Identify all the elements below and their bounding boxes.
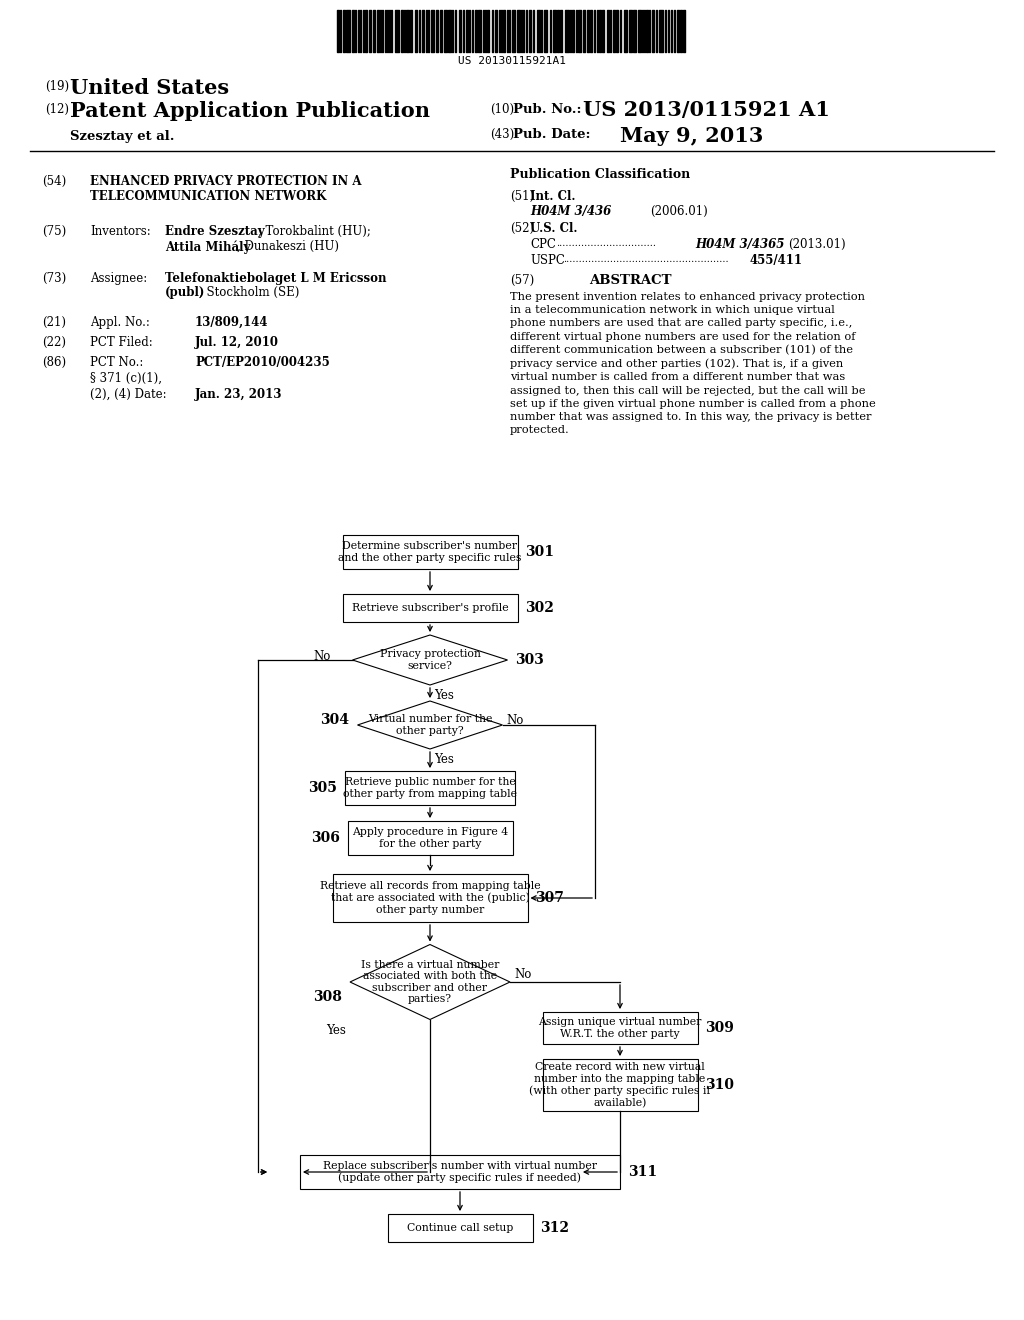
- Text: Assignee:: Assignee:: [90, 272, 147, 285]
- Text: (57): (57): [510, 275, 535, 286]
- Text: (2013.01): (2013.01): [788, 238, 846, 251]
- Text: US 20130115921A1: US 20130115921A1: [458, 55, 566, 66]
- Text: (2006.01): (2006.01): [650, 205, 708, 218]
- Text: (43): (43): [490, 128, 514, 141]
- Text: TELECOMMUNICATION NETWORK: TELECOMMUNICATION NETWORK: [90, 190, 327, 203]
- Text: Int. Cl.: Int. Cl.: [530, 190, 575, 203]
- Text: (54): (54): [42, 176, 67, 187]
- Text: Privacy protection
service?: Privacy protection service?: [380, 649, 480, 671]
- Text: No: No: [507, 714, 524, 727]
- Text: 301: 301: [525, 545, 555, 558]
- Text: ABSTRACT: ABSTRACT: [589, 275, 672, 286]
- Bar: [300, 1155, 620, 1189]
- Text: Retrieve subscriber's profile: Retrieve subscriber's profile: [351, 603, 508, 612]
- Text: PCT No.:: PCT No.:: [90, 356, 143, 370]
- Text: Jan. 23, 2013: Jan. 23, 2013: [195, 388, 283, 401]
- Text: 304: 304: [321, 713, 349, 727]
- Text: Determine subscriber's number
and the other party specific rules: Determine subscriber's number and the ot…: [338, 541, 521, 562]
- Text: Jul. 12, 2010: Jul. 12, 2010: [195, 337, 279, 348]
- Text: 306: 306: [310, 832, 340, 845]
- Text: H04M 3/436: H04M 3/436: [530, 205, 611, 218]
- Text: (51): (51): [510, 190, 535, 203]
- Bar: [543, 1012, 697, 1044]
- Text: Continue call setup: Continue call setup: [407, 1224, 513, 1233]
- Text: May 9, 2013: May 9, 2013: [620, 125, 763, 147]
- Text: PCT Filed:: PCT Filed:: [90, 337, 153, 348]
- Text: ENHANCED PRIVACY PROTECTION IN A: ENHANCED PRIVACY PROTECTION IN A: [90, 176, 361, 187]
- Text: .....................................................: ........................................…: [563, 255, 729, 264]
- Text: , Stockholm (SE): , Stockholm (SE): [199, 286, 299, 300]
- Text: Endre Szesztay: Endre Szesztay: [165, 224, 264, 238]
- Text: (22): (22): [42, 337, 66, 348]
- Text: Attila Mihály: Attila Mihály: [165, 240, 251, 253]
- Bar: [543, 1059, 697, 1111]
- Text: Virtual number for the
other party?: Virtual number for the other party?: [368, 714, 493, 735]
- Text: ................................: ................................: [556, 239, 656, 248]
- Bar: [342, 594, 517, 622]
- Text: (19): (19): [45, 81, 70, 92]
- Text: 310: 310: [706, 1078, 734, 1092]
- Text: Is there a virtual number
associated with both the
subscriber and other
parties?: Is there a virtual number associated wit…: [360, 960, 499, 1005]
- Text: (21): (21): [42, 315, 66, 329]
- Text: H04M 3/4365: H04M 3/4365: [695, 238, 784, 251]
- Text: (2), (4) Date:: (2), (4) Date:: [90, 388, 167, 401]
- Text: Appl. No.:: Appl. No.:: [90, 315, 150, 329]
- Text: , Dunakeszi (HU): , Dunakeszi (HU): [237, 240, 339, 253]
- Text: (73): (73): [42, 272, 67, 285]
- Text: § 371 (c)(1),: § 371 (c)(1),: [90, 372, 162, 385]
- Text: (12): (12): [45, 103, 69, 116]
- Text: Retrieve public number for the
other party from mapping table: Retrieve public number for the other par…: [343, 777, 517, 799]
- Text: Telefonaktiebolaget L M Ericsson: Telefonaktiebolaget L M Ericsson: [165, 272, 386, 285]
- Text: United States: United States: [70, 78, 229, 98]
- Text: 303: 303: [515, 653, 545, 667]
- Bar: [347, 821, 512, 855]
- Text: Inventors:: Inventors:: [90, 224, 151, 238]
- Text: The present invention relates to enhanced privacy protection
in a telecommunicat: The present invention relates to enhance…: [510, 292, 876, 436]
- Text: No: No: [313, 651, 331, 664]
- Polygon shape: [350, 945, 510, 1019]
- Text: PCT/EP2010/004235: PCT/EP2010/004235: [195, 356, 330, 370]
- Text: Szesztay et al.: Szesztay et al.: [70, 129, 174, 143]
- Text: 305: 305: [308, 781, 337, 795]
- Bar: [387, 1214, 532, 1242]
- Text: Yes: Yes: [434, 689, 454, 702]
- Text: Replace subscriber's number with virtual number
(update other party specific rul: Replace subscriber's number with virtual…: [323, 1160, 597, 1183]
- Text: 312: 312: [541, 1221, 569, 1236]
- Text: (10): (10): [490, 103, 514, 116]
- Text: (86): (86): [42, 356, 67, 370]
- Text: Retrieve all records from mapping table
that are associated with the (public)
ot: Retrieve all records from mapping table …: [319, 880, 541, 915]
- Text: 311: 311: [628, 1166, 657, 1179]
- Text: U.S. Cl.: U.S. Cl.: [530, 222, 578, 235]
- Text: Create record with new virtual
number into the mapping table
(with other party s: Create record with new virtual number in…: [529, 1063, 711, 1107]
- Text: Patent Application Publication: Patent Application Publication: [70, 102, 430, 121]
- Text: Apply procedure in Figure 4
for the other party: Apply procedure in Figure 4 for the othe…: [352, 828, 508, 849]
- Text: 307: 307: [536, 891, 564, 906]
- Text: Pub. No.:: Pub. No.:: [513, 103, 582, 116]
- Text: CPC: CPC: [530, 238, 556, 251]
- Text: (52): (52): [510, 222, 535, 235]
- Text: (publ): (publ): [165, 286, 206, 300]
- Text: 13/809,144: 13/809,144: [195, 315, 268, 329]
- Text: US 2013/0115921 A1: US 2013/0115921 A1: [583, 100, 829, 120]
- Text: (75): (75): [42, 224, 67, 238]
- Text: 309: 309: [706, 1020, 734, 1035]
- Text: Yes: Yes: [434, 752, 454, 766]
- Polygon shape: [352, 635, 508, 685]
- Text: 302: 302: [525, 601, 554, 615]
- Text: Assign unique virtual number
W.R.T. the other party: Assign unique virtual number W.R.T. the …: [539, 1018, 701, 1039]
- Text: Yes: Yes: [326, 1023, 346, 1036]
- Text: 308: 308: [313, 990, 342, 1005]
- Polygon shape: [357, 701, 503, 748]
- Text: Pub. Date:: Pub. Date:: [513, 128, 591, 141]
- Text: No: No: [514, 968, 531, 981]
- Bar: [345, 771, 515, 805]
- Text: , Torokbalint (HU);: , Torokbalint (HU);: [258, 224, 371, 238]
- Text: Publication Classification: Publication Classification: [510, 168, 690, 181]
- Bar: [342, 535, 517, 569]
- Text: USPC: USPC: [530, 253, 565, 267]
- Bar: [333, 874, 527, 921]
- Text: 455/411: 455/411: [750, 253, 803, 267]
